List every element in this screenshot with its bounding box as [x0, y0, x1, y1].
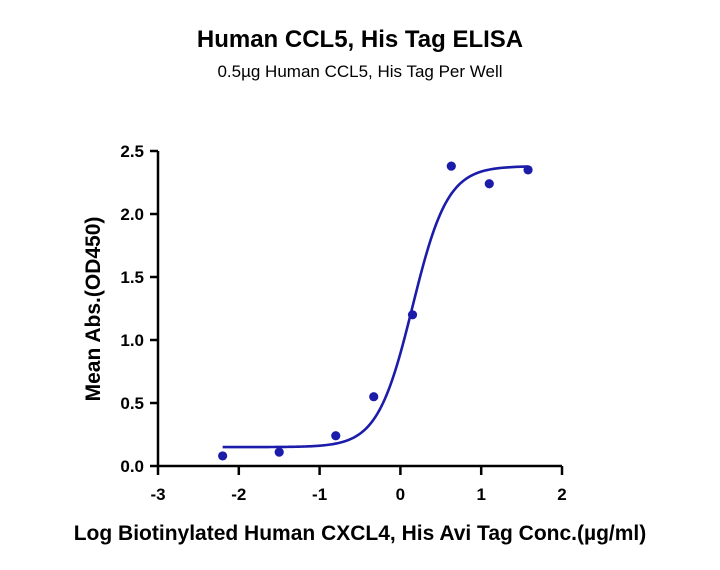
data-point: [369, 392, 379, 402]
chart-title: Human CCL5, His Tag ELISA: [196, 26, 524, 53]
y-tick-label: 2.0: [120, 205, 144, 224]
data-point: [407, 310, 418, 320]
data-point: [523, 165, 533, 175]
y-axis-title: Mean Abs.(OD450): [82, 217, 105, 402]
fit-curve: [222, 165, 529, 449]
y-tick-label: 1.5: [120, 268, 144, 287]
data-point: [446, 161, 456, 171]
y-tick-label: 2.5: [120, 142, 144, 161]
x-tick-label: -3: [150, 485, 165, 504]
x-tick-label: 0: [396, 485, 405, 504]
data-point: [484, 179, 494, 189]
x-tick-label: -2: [231, 485, 246, 504]
data-points-layer: [218, 161, 533, 461]
x-tick-label: 1: [476, 485, 485, 504]
data-point: [331, 431, 341, 441]
x-tick-label: -1: [312, 485, 327, 504]
x-tick-label: 2: [557, 485, 566, 504]
x-axis-title: Log Biotinylated Human CXCL4, His Avi Ta…: [74, 522, 647, 545]
y-tick-label: 1.0: [120, 331, 144, 350]
chart-subtitle: 0.5µg Human CCL5, His Tag Per Well: [217, 62, 503, 81]
y-tick-label: 0.0: [120, 457, 144, 476]
axes: 0.0 0.5 1.0 1.5 2.0 2.5 -3 -2 -1 0 1 2: [120, 142, 566, 504]
data-point: [218, 451, 228, 461]
data-point: [274, 447, 284, 457]
fit-curve-layer: [222, 165, 529, 449]
y-tick-label: 0.5: [120, 394, 144, 413]
